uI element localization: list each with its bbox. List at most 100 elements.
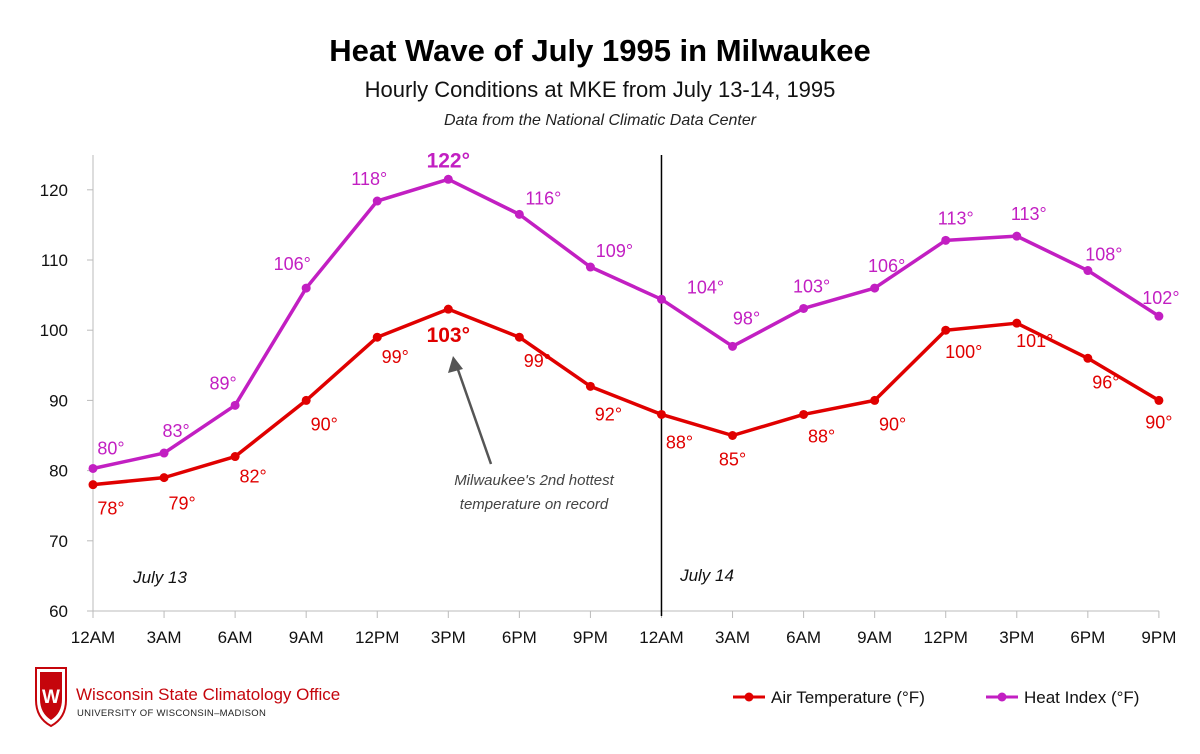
y-tick-label: 80 (49, 462, 68, 481)
x-tick-label: 12PM (924, 628, 968, 647)
heat_index-data-label: 98° (733, 308, 760, 328)
x-tick-label: 6PM (502, 628, 537, 647)
air_temp-data-label: 78° (97, 499, 124, 519)
heat_index-point (941, 235, 951, 245)
x-tick-label: 12PM (355, 628, 399, 647)
heat_index-point (88, 463, 98, 473)
air_temp-point (799, 409, 809, 419)
heat_index-point (585, 262, 595, 272)
x-tick-label: 6AM (786, 628, 821, 647)
heat_index-point (870, 283, 880, 293)
air_temp-point (88, 480, 98, 490)
y-tick-label: 90 (49, 391, 68, 410)
x-tick-label: 6AM (218, 628, 253, 647)
air_temp-data-label: 100° (945, 342, 982, 362)
x-tick-label: 12AM (71, 628, 115, 647)
axes: 60 70 80 90 100 110 120 12AM 3AM 6AM 9AM 12PM 3PM 6PM… (40, 155, 1176, 647)
x-tick-label: 3PM (999, 628, 1034, 647)
heat_index-point (230, 400, 240, 410)
heat_index-data-label: 122° (427, 149, 470, 172)
air_temp-point (159, 473, 169, 483)
x-tick-label: 3AM (715, 628, 750, 647)
date-label-july-13: July 13 (132, 568, 187, 587)
air_temp-data-label: 79° (168, 494, 195, 514)
x-tick-label: 12AM (639, 628, 683, 647)
heat_index-data-label: 103° (793, 276, 830, 296)
air_temp-point (941, 325, 951, 335)
x-tick-label: 9AM (857, 628, 892, 647)
annotation-line-2: temperature on record (460, 496, 609, 513)
heat_index-point (514, 209, 524, 219)
heat_index-data-label: 89° (210, 373, 237, 393)
air_temp-data-label: 90° (879, 414, 906, 434)
air_temp-data-label: 99° (382, 347, 409, 367)
legend-air-temp-label: Air Temperature (°F) (771, 688, 925, 707)
heat_index-point (372, 196, 382, 206)
heat_index-point (656, 294, 666, 304)
legend-heat-index-label: Heat Index (°F) (1024, 688, 1139, 707)
org-name: Wisconsin State Climatology Office (76, 685, 340, 704)
chart-subtitle: Hourly Conditions at MKE from July 13-14… (365, 77, 836, 102)
y-tick-label: 100 (40, 321, 68, 340)
heat_index-data-label: 80° (97, 438, 124, 458)
heat_index-point (728, 341, 738, 351)
heat_index-point (159, 448, 169, 458)
heat_index-line (92, 177, 1160, 471)
air_temp-data-label: 88° (666, 432, 693, 452)
air_temp-point (443, 304, 453, 314)
air_temp-data-label: 90° (311, 414, 338, 434)
air_temp-data-label: 88° (808, 426, 835, 446)
air_temp-data-label: 103° (427, 324, 470, 347)
heat_index-data-label: 104° (687, 277, 724, 297)
heat_index-point (799, 303, 809, 313)
air_temp-line (92, 307, 1160, 487)
heat_index-data-label: 118° (351, 169, 387, 189)
chart-title: Heat Wave of July 1995 in Milwaukee (329, 33, 871, 68)
air_temp-data-label: 92° (595, 404, 622, 424)
crest-letter: W (42, 687, 60, 708)
y-tick-label: 120 (40, 181, 68, 200)
heat_index-data-label: 109° (596, 241, 633, 261)
x-tick-label: 3PM (431, 628, 466, 647)
heat_index-data-label: 106° (274, 254, 311, 274)
air_temp-data-label: 96° (1092, 372, 1119, 392)
heat_index-data-label: 116° (525, 188, 561, 208)
source-note: Data from the National Climatic Data Cen… (444, 112, 757, 129)
y-tick-label: 70 (49, 532, 68, 551)
y-tick-label: 60 (49, 602, 68, 621)
x-tick-label: 6PM (1070, 628, 1105, 647)
date-label-july-14: July 14 (679, 566, 734, 585)
air_temp-point (870, 395, 880, 405)
heat_index-data-label: 83° (162, 421, 189, 441)
air_temp-data-label: 85° (719, 450, 746, 470)
heat_index-point (1083, 266, 1093, 276)
x-tick-label: 9PM (1141, 628, 1176, 647)
legend-heat-index-marker (997, 692, 1007, 702)
org-subtitle: UNIVERSITY OF WISCONSIN–MADISON (77, 708, 266, 719)
heat_index-data-label: 113° (938, 208, 974, 228)
annotation-line-1: Milwaukee's 2nd hottest (454, 472, 614, 489)
air_temp-point (656, 409, 666, 419)
series-layer (88, 174, 1164, 490)
crest-inner-icon (40, 672, 62, 720)
heat_index-point (301, 283, 311, 293)
heat_index-point (443, 174, 453, 184)
y-tick-label: 110 (41, 251, 68, 270)
air_temp-data-label: 99° (524, 351, 551, 371)
heat_index-data-label: 108° (1085, 245, 1122, 265)
air_temp-point (585, 381, 595, 391)
heat_index-point (1012, 231, 1022, 241)
heat_index-data-label: 106° (868, 256, 905, 276)
air_temp-point (1083, 353, 1093, 363)
annotation-arrowhead (448, 356, 463, 373)
air_temp-data-label: 82° (240, 467, 267, 487)
air_temp-point (1154, 395, 1164, 405)
air_temp-point (728, 431, 738, 440)
air_temp-data-label: 90° (1145, 412, 1172, 432)
air_temp-point (514, 332, 524, 342)
air_temp-data-label: 101° (1016, 331, 1053, 351)
heat_index-point (1154, 311, 1164, 321)
air_temp-point (301, 395, 311, 405)
x-tick-label: 9AM (289, 628, 324, 647)
